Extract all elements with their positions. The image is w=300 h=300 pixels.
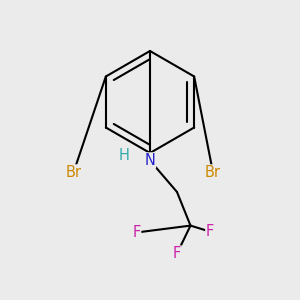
Text: Br: Br — [205, 165, 221, 180]
Text: Br: Br — [65, 165, 82, 180]
Text: F: F — [173, 246, 181, 261]
Text: N: N — [145, 153, 155, 168]
Text: H: H — [119, 148, 130, 164]
Text: F: F — [206, 224, 214, 239]
Text: F: F — [132, 225, 141, 240]
